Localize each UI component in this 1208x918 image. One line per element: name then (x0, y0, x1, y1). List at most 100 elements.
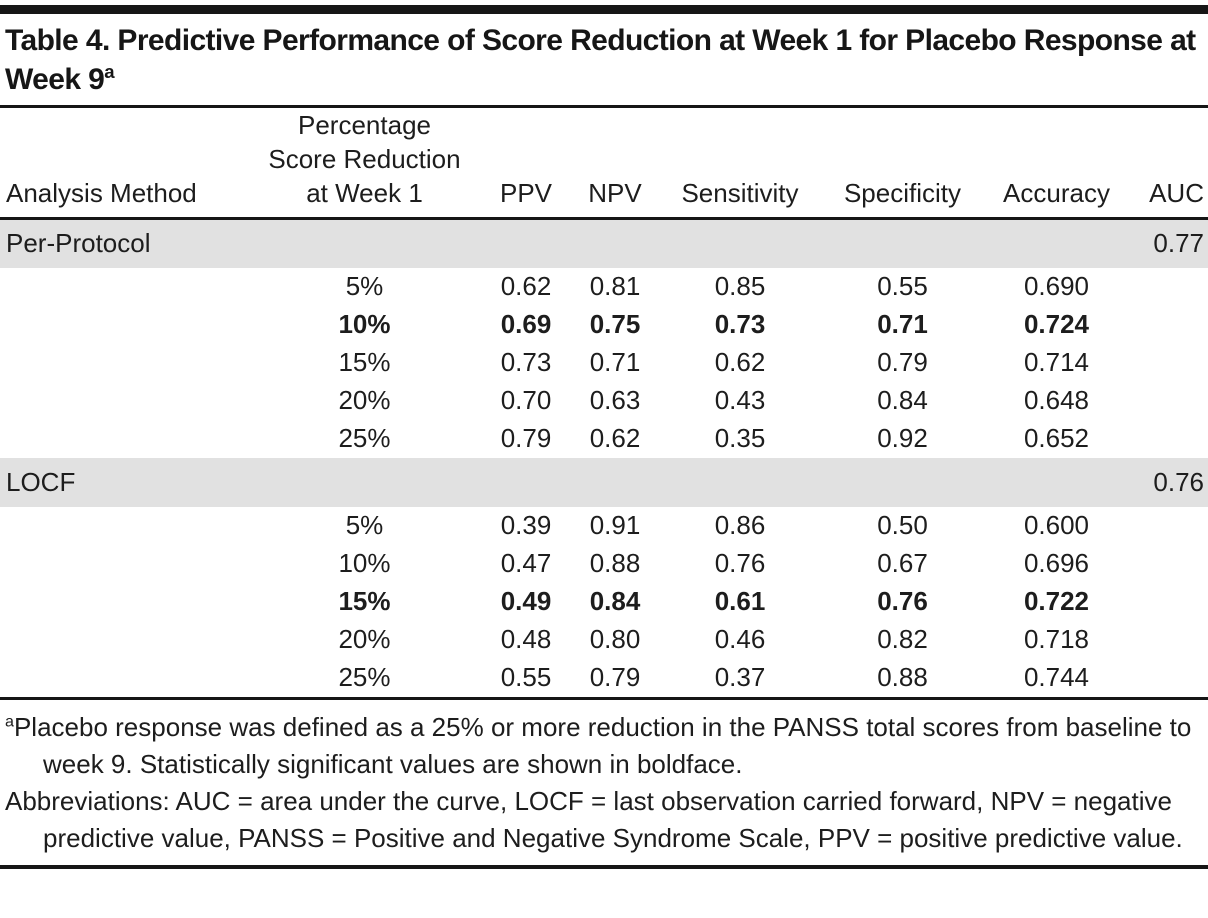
pct-cell: 20% (338, 624, 391, 654)
specificity-cell: 0.88 (877, 662, 928, 692)
title-rule (0, 105, 1208, 108)
empty-cell (1133, 268, 1208, 306)
accuracy-cell: 0.718 (1023, 624, 1090, 654)
section-label: LOCF (0, 457, 1133, 507)
footnote-rule (0, 696, 1208, 700)
empty-cell (0, 268, 252, 306)
bottom-rule (0, 864, 1208, 869)
empty-cell (0, 420, 252, 458)
footnote-a: aPlacebo response was defined as a 25% o… (5, 709, 1202, 783)
top-rule (0, 5, 1208, 14)
accuracy-cell: 0.722 (1023, 586, 1090, 616)
empty-cell (1133, 583, 1208, 621)
empty-cell (1133, 344, 1208, 382)
header-line-2: Score Reduction (268, 144, 461, 174)
table-row: 5% 0.62 0.81 0.85 0.55 0.690 (0, 268, 1208, 306)
column-header-percentage-score-reduction: Percentage Score Reduction at Week 1 (252, 108, 477, 219)
empty-cell (1133, 507, 1208, 545)
section-row-per-protocol: Per-Protocol 0.77 (0, 218, 1208, 268)
column-header-ppv: PPV (499, 178, 553, 208)
empty-cell (0, 306, 252, 344)
table-row: 20% 0.48 0.80 0.46 0.82 0.718 (0, 621, 1208, 659)
npv-cell: 0.81 (589, 271, 641, 301)
empty-cell (1133, 659, 1208, 697)
abbreviations-note: Abbreviations: AUC = area under the curv… (5, 785, 1183, 853)
empty-cell (0, 659, 252, 697)
results-table: Analysis Method Percentage Score Reductio… (0, 108, 1208, 697)
accuracy-cell: 0.652 (1023, 423, 1090, 453)
pct-cell: 25% (338, 423, 391, 453)
accuracy-cell: 0.600 (1023, 510, 1090, 540)
specificity-cell: 0.84 (877, 385, 928, 415)
specificity-cell: 0.50 (877, 510, 928, 540)
table-row: 25% 0.79 0.62 0.35 0.92 0.652 (0, 420, 1208, 458)
footnote-a-text: Placebo response was defined as a 25% or… (13, 711, 1192, 779)
npv-cell: 0.80 (589, 624, 641, 654)
table-row-significant: 15% 0.49 0.84 0.61 0.76 0.722 (0, 583, 1208, 621)
accuracy-cell: 0.724 (1023, 309, 1090, 339)
specificity-cell: 0.67 (877, 548, 928, 578)
pct-cell: 10% (338, 309, 391, 339)
specificity-cell: 0.55 (877, 271, 928, 301)
accuracy-cell: 0.714 (1023, 347, 1090, 377)
npv-cell: 0.84 (589, 586, 641, 616)
table-row: 15% 0.73 0.71 0.62 0.79 0.714 (0, 344, 1208, 382)
table-row: 20% 0.70 0.63 0.43 0.84 0.648 (0, 382, 1208, 420)
pct-cell: 25% (338, 662, 391, 692)
ppv-cell: 0.62 (500, 271, 552, 301)
table-page: Table 4. Predictive Performance of Score… (0, 5, 1208, 918)
ppv-cell: 0.70 (500, 385, 552, 415)
section-row-locf: LOCF 0.76 (0, 457, 1208, 507)
empty-cell (1133, 420, 1208, 458)
empty-cell (0, 545, 252, 583)
sensitivity-cell: 0.85 (714, 271, 766, 301)
empty-cell (0, 382, 252, 420)
ppv-cell: 0.55 (500, 662, 552, 692)
sensitivity-cell: 0.37 (714, 662, 766, 692)
npv-cell: 0.71 (589, 347, 641, 377)
sensitivity-cell: 0.35 (714, 423, 766, 453)
column-header-accuracy: Accuracy (1003, 178, 1110, 208)
ppv-cell: 0.69 (500, 309, 552, 339)
accuracy-cell: 0.648 (1023, 385, 1090, 415)
ppv-cell: 0.73 (500, 347, 552, 377)
pct-cell: 5% (345, 510, 384, 540)
empty-cell (0, 344, 252, 382)
section-label: Per-Protocol (0, 218, 1133, 268)
empty-cell (1133, 621, 1208, 659)
empty-cell (0, 507, 252, 545)
column-header-npv: NPV (588, 178, 642, 208)
specificity-cell: 0.79 (877, 347, 928, 377)
ppv-cell: 0.49 (500, 586, 552, 616)
npv-cell: 0.63 (589, 385, 641, 415)
column-header-analysis-method: Analysis Method (6, 178, 197, 208)
table-title: Table 4. Predictive Performance of Score… (0, 14, 1208, 105)
column-header-specificity: Specificity (843, 178, 962, 208)
npv-cell: 0.88 (589, 548, 641, 578)
empty-cell (0, 621, 252, 659)
table-title-footnote-marker: a (104, 61, 114, 82)
header-row: Analysis Method Percentage Score Reductio… (0, 108, 1208, 219)
pct-cell: 15% (338, 347, 391, 377)
sensitivity-cell: 0.61 (714, 586, 766, 616)
ppv-cell: 0.79 (500, 423, 552, 453)
empty-cell (0, 583, 252, 621)
pct-cell: 5% (345, 271, 384, 301)
header-line-3: at Week 1 (306, 178, 423, 208)
npv-cell: 0.75 (589, 309, 641, 339)
empty-cell (1133, 306, 1208, 344)
table-title-text: Table 4. Predictive Performance of Score… (5, 24, 1196, 96)
footnotes: aPlacebo response was defined as a 25% o… (0, 700, 1208, 857)
sensitivity-cell: 0.46 (714, 624, 766, 654)
accuracy-cell: 0.744 (1023, 662, 1090, 692)
specificity-cell: 0.71 (877, 309, 928, 339)
auc-value: 0.76 (1133, 457, 1208, 507)
auc-value: 0.77 (1133, 218, 1208, 268)
ppv-cell: 0.39 (500, 510, 552, 540)
specificity-cell: 0.82 (877, 624, 928, 654)
accuracy-cell: 0.690 (1023, 271, 1090, 301)
column-header-auc: AUC (1149, 178, 1204, 208)
footnote-a-marker: a (5, 711, 14, 730)
ppv-cell: 0.47 (500, 548, 552, 578)
table-row: 5% 0.39 0.91 0.86 0.50 0.600 (0, 507, 1208, 545)
